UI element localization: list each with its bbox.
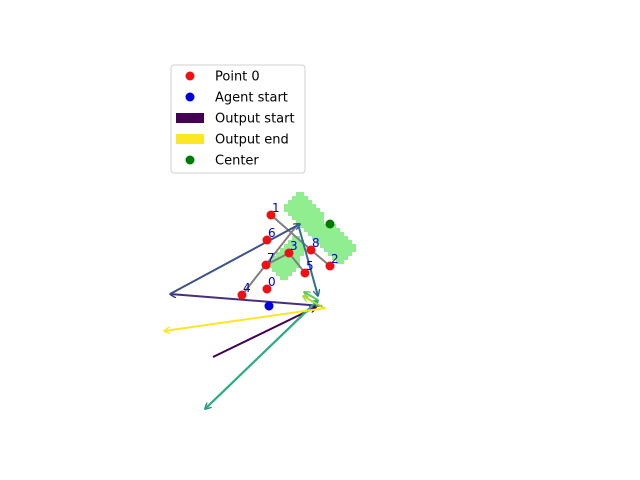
- legend-marker: [185, 92, 195, 102]
- point-marker: [266, 210, 276, 220]
- path-line: [241, 223, 299, 296]
- output-arrow: [303, 296, 325, 309]
- legend-patch: [176, 113, 204, 123]
- point-label: 4: [243, 281, 251, 295]
- output-arrow: [170, 294, 323, 307]
- center-marker: [325, 219, 335, 229]
- legend-label: Output end: [215, 133, 289, 148]
- legend-label: Center: [215, 154, 259, 169]
- region-cell: [280, 272, 288, 280]
- point-label: 2: [331, 252, 339, 266]
- point-label: 3: [290, 239, 298, 253]
- output-arrow: [304, 292, 319, 301]
- point-marker: [261, 260, 271, 270]
- point-label: 6: [268, 226, 276, 240]
- point-marker: [306, 245, 316, 255]
- legend-label: Point 0: [215, 70, 260, 85]
- output-arrow: [169, 224, 300, 295]
- point-label: 7: [267, 251, 275, 265]
- legend-marker: [185, 155, 195, 165]
- point-marker: [262, 235, 272, 245]
- legend: Point 0 Agent start Output start Output end…: [170, 64, 306, 174]
- point-label: 5: [306, 259, 314, 273]
- point-layer: 0 1 2 3 4 5 6 7 8: [237, 201, 339, 311]
- legend-label: Agent start: [215, 91, 288, 106]
- legend-box: [170, 64, 306, 174]
- legend-patch: [176, 134, 204, 144]
- point-marker: [237, 290, 247, 300]
- output-arrow: [212, 307, 316, 358]
- point-marker: [325, 261, 335, 271]
- legend-marker: [185, 71, 195, 81]
- agent-start-marker: [264, 301, 274, 311]
- point-label: 8: [312, 236, 320, 250]
- legend-label: Output start: [215, 112, 295, 127]
- point-label: 1: [272, 201, 280, 215]
- output-arrow: [164, 307, 327, 331]
- point-label: 0: [268, 275, 276, 289]
- point-marker: [284, 248, 294, 258]
- region-cell: [336, 256, 344, 264]
- point-marker: [262, 284, 272, 294]
- output-arrow: [204, 300, 318, 410]
- output-arrow: [297, 223, 318, 296]
- arrow-layer: [164, 223, 327, 410]
- point-marker: [300, 268, 310, 278]
